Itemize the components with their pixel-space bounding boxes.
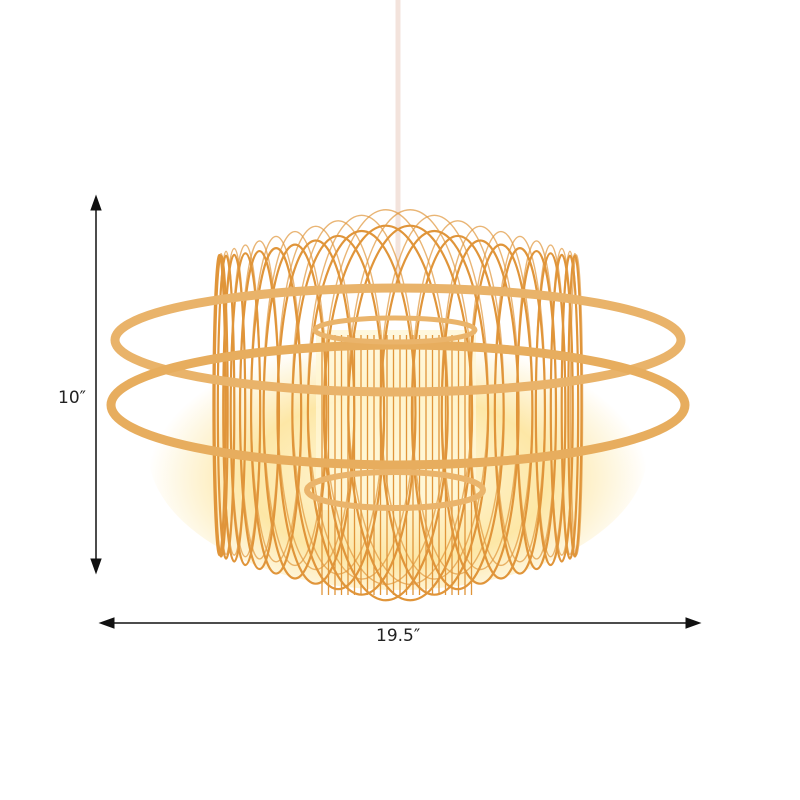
wire-rib [550, 247, 574, 556]
wire-rib [441, 225, 520, 571]
height-dimension [90, 194, 102, 575]
upper-band [110, 283, 686, 397]
wire-rib [212, 253, 227, 557]
wire-rib [307, 214, 417, 580]
arrow-up-icon [90, 194, 102, 211]
wire-rib [217, 250, 235, 556]
wire-rib [567, 252, 583, 555]
arrow-down-icon [90, 558, 102, 575]
inner-diffuser [316, 330, 476, 510]
wire-rib [494, 235, 546, 563]
wire-rib [239, 240, 280, 560]
wire-rib [213, 252, 229, 555]
wire-rib [516, 240, 557, 560]
arrow-left-icon [98, 617, 115, 629]
bottom-ring [304, 469, 486, 511]
wire-rib [561, 250, 579, 556]
height-label: 10″ [58, 388, 86, 408]
arrow-right-icon [685, 617, 702, 629]
wire-rib [291, 220, 385, 575]
wire-rib [230, 244, 261, 558]
width-label: 19.5″ [376, 626, 421, 646]
wire-rib [468, 230, 534, 567]
wire-rib [262, 230, 328, 567]
wire-rib [411, 220, 505, 575]
top-ring [312, 315, 478, 345]
wire-rib [535, 244, 566, 558]
wire-rib [222, 247, 246, 556]
wire-rib [250, 235, 302, 563]
wire-rib [323, 209, 449, 585]
width-dimension [98, 617, 702, 629]
lower-band [106, 340, 690, 470]
